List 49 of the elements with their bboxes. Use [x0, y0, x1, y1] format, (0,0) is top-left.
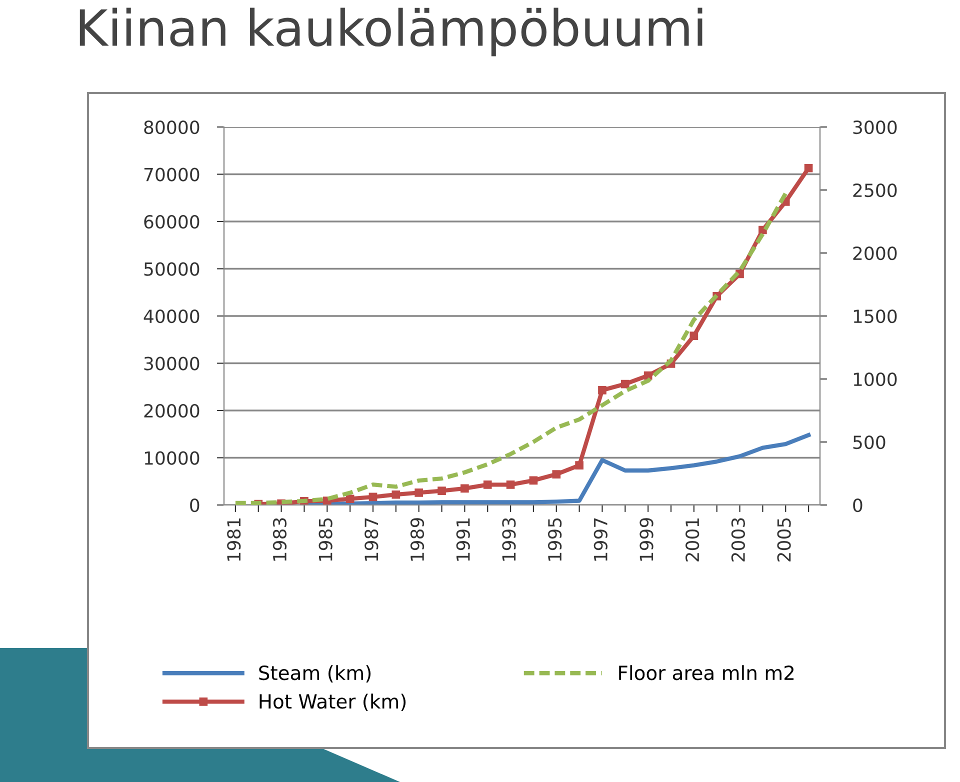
y-tick-label: 50000 — [144, 262, 200, 276]
y2-tick-label: 500 — [853, 435, 886, 450]
legend-label: Steam (km) — [259, 665, 371, 682]
x-tick-label: 1993 — [502, 518, 516, 561]
y-tick-label: 60000 — [144, 214, 200, 229]
point — [575, 461, 584, 470]
y2-tick-label: 0 — [853, 498, 862, 512]
y2-tick-label: 1500 — [854, 309, 897, 324]
point — [368, 492, 378, 502]
point — [690, 332, 698, 340]
point — [506, 480, 515, 489]
x-tick-label: 1991 — [456, 518, 470, 561]
point — [483, 480, 492, 489]
x-tick-label: 2003 — [731, 518, 746, 562]
point — [460, 484, 469, 493]
y2-tick-label: 3000 — [853, 120, 897, 134]
point — [392, 490, 400, 499]
x-tick-label: 1987 — [364, 518, 378, 561]
y2-tick-label: 1000 — [854, 372, 897, 386]
point — [414, 488, 424, 497]
x-tick-label: 1985 — [318, 518, 332, 561]
y-tick-label: 40000 — [144, 309, 200, 324]
point — [620, 380, 630, 388]
y2-tick-label: 2000 — [853, 246, 897, 260]
y-tick-label: 30000 — [144, 356, 200, 370]
x-tick-label: 2001 — [686, 518, 700, 562]
point — [552, 470, 561, 478]
x-tick-label: 1995 — [548, 518, 562, 561]
x-tick-label: 1981 — [227, 518, 241, 561]
point — [529, 476, 538, 485]
legend-label: Hot Water (km) — [260, 694, 406, 712]
y-tick-label: 80000 — [144, 120, 200, 134]
y-tick-label: 20000 — [144, 404, 200, 418]
point — [804, 164, 813, 172]
x-tick-label: 1999 — [640, 518, 654, 561]
y-tick-label: 0 — [190, 498, 200, 512]
line-series — [233, 191, 788, 505]
x-tick-label: 1997 — [594, 518, 608, 561]
chart-title: Kiinan kaukolämpöbuumi — [80, 8, 702, 56]
point — [346, 494, 354, 504]
x-tick-label: 1989 — [410, 518, 424, 561]
x-tick-label: 1983 — [272, 518, 287, 561]
y-tick-label: 10000 — [144, 451, 200, 465]
point — [438, 486, 446, 495]
point — [598, 386, 606, 394]
x-tick-label: 2005 — [777, 518, 791, 562]
y2-tick-label: 2500 — [853, 183, 897, 198]
y-tick-label: 70000 — [144, 168, 200, 182]
legend-label: Floor area mln m2 — [619, 665, 794, 680]
